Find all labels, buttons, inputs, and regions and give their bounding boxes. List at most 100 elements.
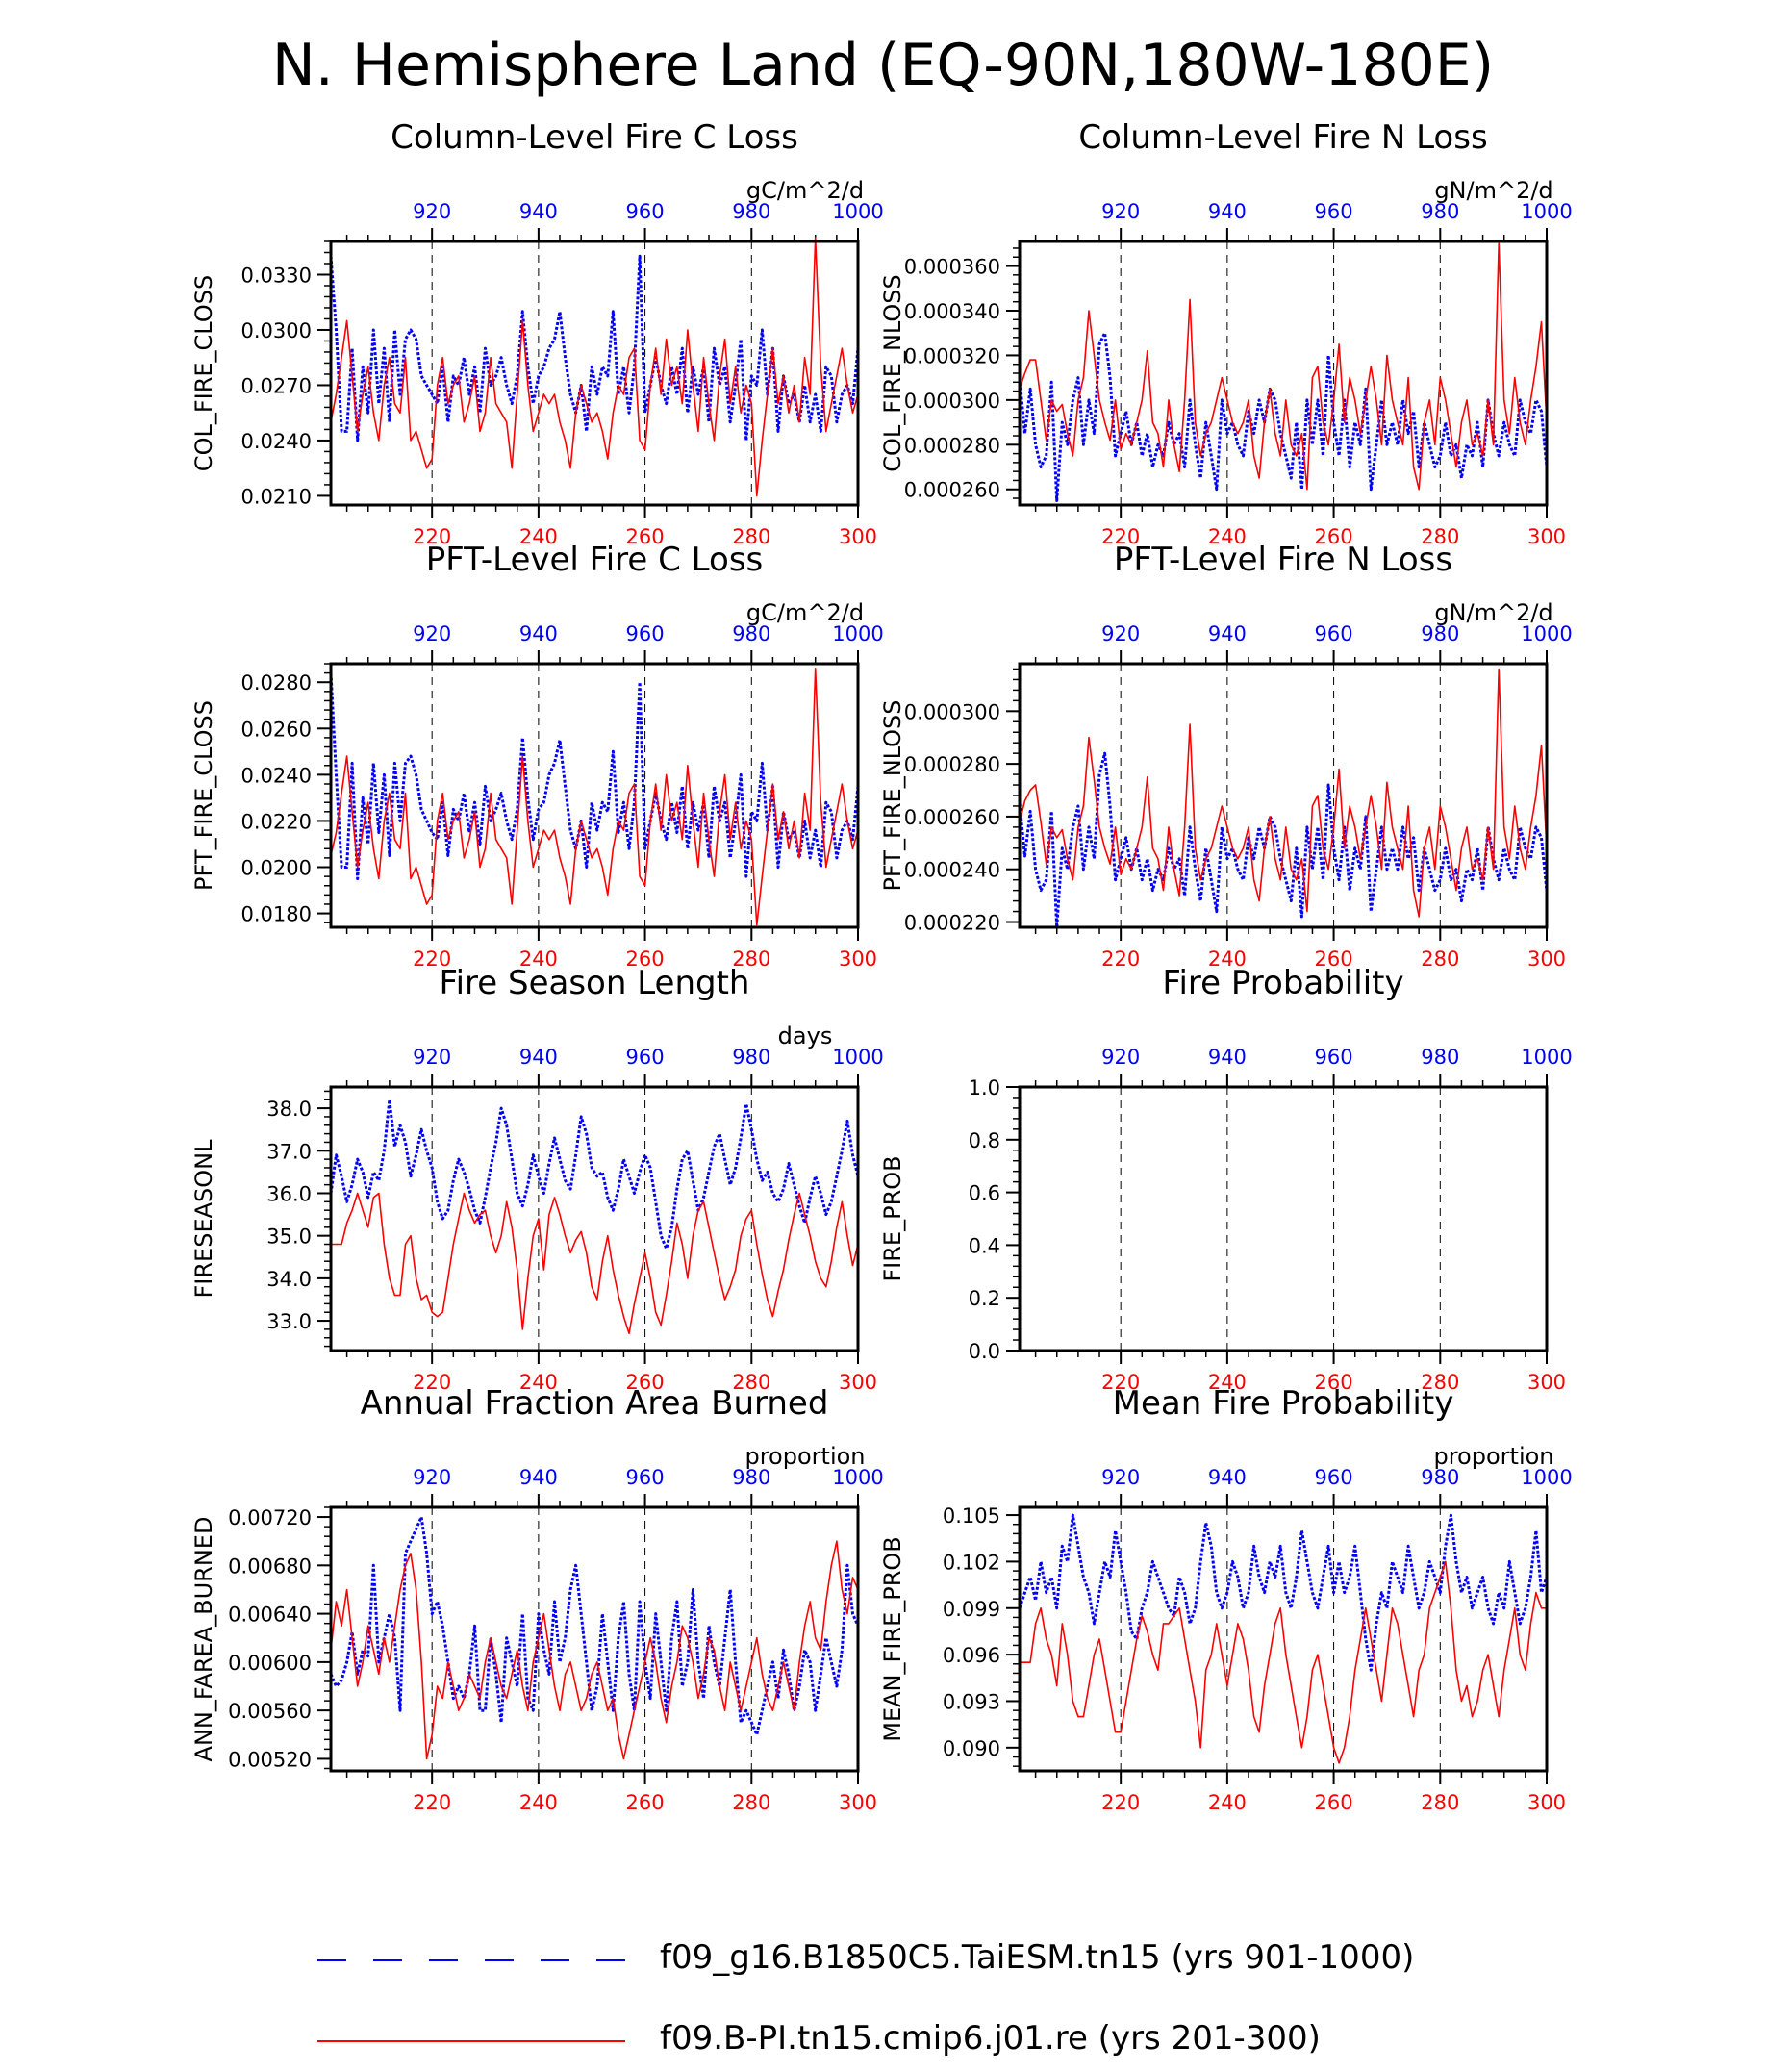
panel-column-level-fire-n-loss-xtick-label-top: 980	[1421, 200, 1459, 223]
panel-pft-level-fire-c-loss-xtick-label-bottom: 260	[626, 948, 665, 971]
panel-pft-level-fire-c-loss-ytick-label: 0.0220	[241, 810, 312, 833]
panel-column-level-fire-c-loss-ytick-label: 0.0330	[241, 264, 312, 287]
panel-mean-fire-probability-xtick-label-top: 980	[1421, 1466, 1459, 1489]
panel-fire-season-length-xtick-label-top: 1000	[832, 1046, 883, 1069]
panel-mean-fire-probability-xtick-label-bottom: 260	[1315, 1791, 1353, 1814]
panel-pft-level-fire-n-loss-xtick-label-bottom: 240	[1208, 948, 1247, 971]
panel-fire-season-length-xtick-label-top: 940	[519, 1046, 558, 1069]
panel-mean-fire-probability-xtick-label-bottom: 300	[1527, 1791, 1566, 1814]
panel-pft-level-fire-n-loss-ytick-label: 0.000280	[904, 753, 1000, 776]
panel-pft-level-fire-c-loss-ytick-label: 0.0240	[241, 764, 312, 787]
panel-column-level-fire-c-loss-ytick-label: 0.0300	[241, 319, 312, 342]
panel-fire-probability-ytick-label: 0.2	[969, 1287, 1000, 1310]
panel-fire-season-length-xtick-label-bottom: 260	[626, 1371, 665, 1394]
panel-column-level-fire-c-loss-xtick-label-top: 920	[413, 200, 451, 223]
legend-blue-label: f09_g16.B1850C5.TaiESM.tn15 (yrs 901-100…	[660, 1938, 1414, 1977]
panel-pft-level-fire-n-loss-frame	[1018, 662, 1549, 929]
panel-column-level-fire-n-loss-frame	[1018, 240, 1549, 507]
panel-annual-fraction-area-burned-xtick-label-bottom: 220	[413, 1791, 451, 1814]
panel-fire-season-length-ytick-label: 36.0	[266, 1182, 312, 1205]
panel-fire-season-length-series-red	[331, 1192, 859, 1335]
panel-fire-season-length-xtick-label-bottom: 300	[839, 1371, 877, 1394]
panel-column-level-fire-c-loss-xtick-label-bottom: 220	[413, 525, 451, 548]
panel-column-level-fire-c-loss-ylabel: COL_FIRE_CLOSS	[190, 275, 217, 471]
panel-fire-season-length-xtick-label-top: 920	[413, 1046, 451, 1069]
panel-fire-season-length-ytick-label: 35.0	[266, 1226, 312, 1249]
panel-column-level-fire-n-loss-units: gN/m^2/d	[1434, 177, 1552, 204]
panel-fire-season-length-xtick-label-top: 980	[732, 1046, 770, 1069]
panel-fire-probability-xtick-label-top: 980	[1421, 1046, 1459, 1069]
panel-pft-level-fire-n-loss-ytick-label: 0.000240	[904, 859, 1000, 882]
panel-fire-season-length-series-blue	[329, 1098, 860, 1251]
panel-annual-fraction-area-burned-frame	[329, 1505, 860, 1773]
panel-column-level-fire-c-loss-units: gC/m^2/d	[746, 177, 864, 204]
panel-pft-level-fire-c-loss-title: PFT-Level Fire C Loss	[426, 541, 764, 579]
panel-mean-fire-probability-ytick-label: 0.093	[943, 1690, 1000, 1713]
panel-column-level-fire-c-loss-frame	[329, 240, 860, 507]
panel-mean-fire-probability-ytick-label: 0.102	[943, 1551, 1000, 1574]
panel-column-level-fire-c-loss-xtick-label-bottom: 300	[839, 525, 877, 548]
panel-pft-level-fire-c-loss-ytick-label: 0.0280	[241, 671, 312, 695]
panel-column-level-fire-c-loss-xtick-label-top: 1000	[832, 200, 883, 223]
panel-pft-level-fire-c-loss-xtick-label-top: 940	[519, 622, 558, 645]
panel-annual-fraction-area-burned-xtick-label-top: 940	[519, 1466, 558, 1489]
panel-annual-fraction-area-burned-ytick-label: 0.00680	[228, 1554, 312, 1578]
panel-fire-probability-title: Fire Probability	[1162, 964, 1403, 1002]
legend-red-label: f09.B-PI.tn15.cmip6.j01.re (yrs 201-300)	[660, 2019, 1321, 2058]
panel-column-level-fire-n-loss-xtick-label-bottom: 260	[1315, 525, 1353, 548]
panel-column-level-fire-n-loss-xtick-label-top: 960	[1315, 200, 1353, 223]
legend: f09_g16.B1850C5.TaiESM.tn15 (yrs 901-100…	[317, 1938, 1414, 2058]
panel-mean-fire-probability-series-red	[1020, 1560, 1547, 1764]
panel-column-level-fire-c-loss-xtick-label-top: 960	[626, 200, 665, 223]
panel-pft-level-fire-c-loss-ytick-label: 0.0260	[241, 718, 312, 741]
panel-fire-season-length-ytick-label: 34.0	[266, 1268, 312, 1291]
panel-annual-fraction-area-burned-ytick-label: 0.00560	[228, 1700, 312, 1723]
panel-pft-level-fire-n-loss-series-red	[1019, 668, 1548, 918]
panel-column-level-fire-n-loss-xtick-label-top: 920	[1101, 200, 1140, 223]
panel-fire-season-length-xtick-label-bottom: 220	[413, 1371, 451, 1394]
panel-pft-level-fire-c-loss-ytick-label: 0.0180	[241, 903, 312, 926]
panel-pft-level-fire-n-loss-xtick-label-bottom: 260	[1315, 948, 1353, 971]
panel-pft-level-fire-n-loss-xtick-label-bottom: 280	[1421, 948, 1459, 971]
panel-fire-probability-xtick-label-bottom: 260	[1315, 1371, 1353, 1394]
panel-mean-fire-probability-xtick-label-top: 920	[1101, 1466, 1140, 1489]
panel-pft-level-fire-c-loss-series-red	[330, 667, 859, 926]
panel-fire-season-length-ytick-label: 33.0	[266, 1310, 312, 1333]
panels-group: Column-Level Fire C Loss gC/m^2/d COL_FIRE…	[190, 118, 1573, 1814]
panel-mean-fire-probability-units: proportion	[1433, 1443, 1553, 1470]
panel-annual-fraction-area-burned-ylabel: ANN_FAREA_BURNED	[190, 1517, 217, 1762]
panel-column-level-fire-c-loss-ytick-label: 0.0210	[241, 485, 312, 508]
panel-annual-fraction-area-burned-ytick-label: 0.00600	[228, 1652, 312, 1675]
panel-annual-fraction-area-burned-ytick-label: 0.00720	[228, 1506, 312, 1529]
panel-column-level-fire-n-loss-ytick-label: 0.000340	[904, 300, 1000, 323]
panel-pft-level-fire-c-loss-ytick-label: 0.0200	[241, 857, 312, 880]
panel-pft-level-fire-n-loss-xtick-label-bottom: 220	[1101, 948, 1140, 971]
panel-pft-level-fire-n-loss-xtick-label-top: 920	[1101, 622, 1140, 645]
panel-annual-fraction-area-burned-xtick-label-bottom: 260	[626, 1791, 665, 1814]
panel-column-level-fire-n-loss-xtick-label-bottom: 220	[1101, 525, 1140, 548]
panel-annual-fraction-area-burned-ytick-label: 0.00640	[228, 1604, 312, 1627]
panel-fire-probability-ylabel: FIRE_PROB	[879, 1155, 906, 1281]
panel-column-level-fire-n-loss-series-blue	[1018, 331, 1549, 502]
panel-fire-season-length-xtick-label-top: 960	[626, 1046, 665, 1069]
panel-column-level-fire-c-loss-xtick-label-top: 940	[519, 200, 558, 223]
panel-annual-fraction-area-burned-title: Annual Fraction Area Burned	[361, 1384, 829, 1423]
panel-fire-probability-ytick-label: 0.8	[969, 1129, 1000, 1152]
panel-pft-level-fire-c-loss-xtick-label-top: 1000	[832, 622, 883, 645]
panel-column-level-fire-n-loss-ytick-label: 0.000320	[904, 344, 1000, 367]
panel-pft-level-fire-n-loss-ylabel: PFT_FIRE_NLOSS	[879, 699, 906, 891]
panel-pft-level-fire-c-loss-xtick-label-top: 920	[413, 622, 451, 645]
panel-mean-fire-probability-xtick-label-top: 960	[1315, 1466, 1353, 1489]
panel-pft-level-fire-n-loss-ytick-label: 0.000220	[904, 912, 1000, 935]
panel-mean-fire-probability-ytick-label: 0.099	[943, 1598, 1000, 1621]
panel-fire-probability-xtick-label-top: 940	[1208, 1046, 1247, 1069]
panel-fire-probability-xtick-label-bottom: 220	[1101, 1371, 1140, 1394]
panel-fire-season-length: Fire Season Length days FIRESEASONL 33.0 34.…	[190, 964, 884, 1394]
panel-pft-level-fire-c-loss-xtick-label-bottom: 300	[839, 948, 877, 971]
panel-column-level-fire-n-loss-series-red	[1019, 242, 1548, 491]
panel-mean-fire-probability-title: Mean Fire Probability	[1113, 1384, 1454, 1423]
panel-column-level-fire-c-loss-ytick-label: 0.0270	[241, 374, 312, 397]
panel-pft-level-fire-c-loss-series-blue	[329, 672, 860, 880]
panel-column-level-fire-c-loss-title: Column-Level Fire C Loss	[391, 118, 798, 157]
